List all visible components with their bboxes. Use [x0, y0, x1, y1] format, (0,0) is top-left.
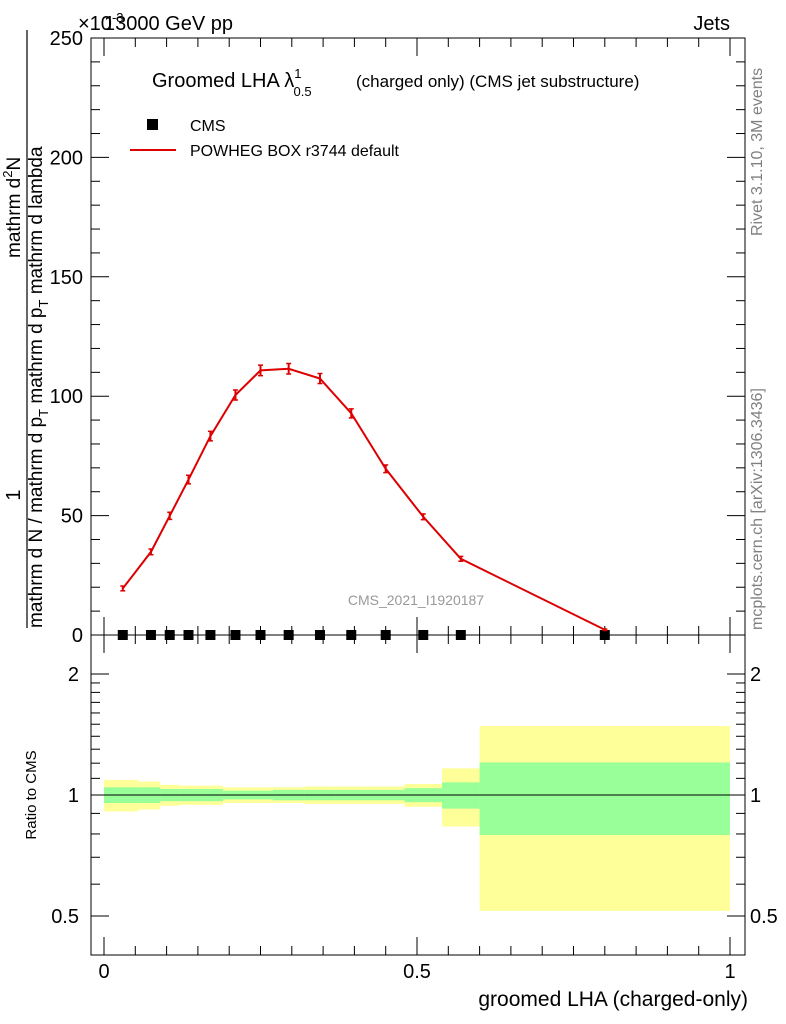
ratio-y-tick-label: 2: [68, 664, 79, 686]
main-y-tick-label: 250: [50, 28, 83, 50]
main-y-tick-label: 200: [50, 147, 83, 169]
ratio-y-tick-label-right: 0.5: [750, 906, 778, 928]
legend-cms-marker: [147, 119, 158, 130]
y-label-numerator: 1: [3, 489, 25, 500]
ratio-x-tick-label: 0: [98, 961, 109, 983]
chart-title: Groomed LHA λ1 0.5: [152, 66, 312, 99]
ratio-x-tick-label: 0.5: [403, 961, 431, 983]
ratio-stat-band: [480, 762, 730, 835]
rivet-label: Rivet 3.1.10, 3M events: [749, 68, 766, 236]
ratio-x-tick-label: 1: [724, 961, 735, 983]
main-y-tick-label: 150: [50, 267, 83, 289]
main-y-tick-label: 100: [50, 386, 83, 408]
plot-canvas: ×10-3 13000 GeV pp Jets Rivet 3.1.10, 3M…: [0, 0, 786, 1024]
ratio-y-tick-label: 0.5: [51, 906, 79, 928]
ratio-y-tick-label: 1: [68, 785, 79, 807]
main-y-axis-label: 1 mathrm d N / mathrm d pT mathrm d pT m…: [0, 30, 51, 628]
ratio-bands: [104, 726, 730, 911]
powheg-line: [123, 369, 605, 630]
y-label-denominator: mathrm d N / mathrm d pT mathrm d pT mat…: [26, 146, 51, 628]
x-axis-label: groomed LHA (charged-only): [478, 988, 748, 1011]
main-y-tick-label: 50: [61, 506, 83, 528]
ratio-y-tick-label-right: 2: [750, 664, 761, 686]
ratio-y-label: Ratio to CMS: [23, 750, 40, 839]
legend-cms-label: CMS: [190, 118, 226, 135]
main-y-tick-label: 0: [72, 625, 83, 647]
process-label: Jets: [693, 13, 730, 35]
mcplots-label: mcplots.cern.ch [arXiv:1306.3436]: [749, 388, 766, 630]
ratio-y-tick-label-right: 1: [750, 785, 761, 807]
chart-title-tail: (charged only) (CMS jet substructure): [356, 72, 639, 91]
y-label-top: mathrm d2N: [0, 157, 25, 258]
legend-powheg-label: POWHEG BOX r3744 default: [190, 143, 400, 160]
energy-label: 13000 GeV pp: [104, 13, 233, 35]
analysis-watermark: CMS_2021_I1920187: [348, 592, 484, 608]
